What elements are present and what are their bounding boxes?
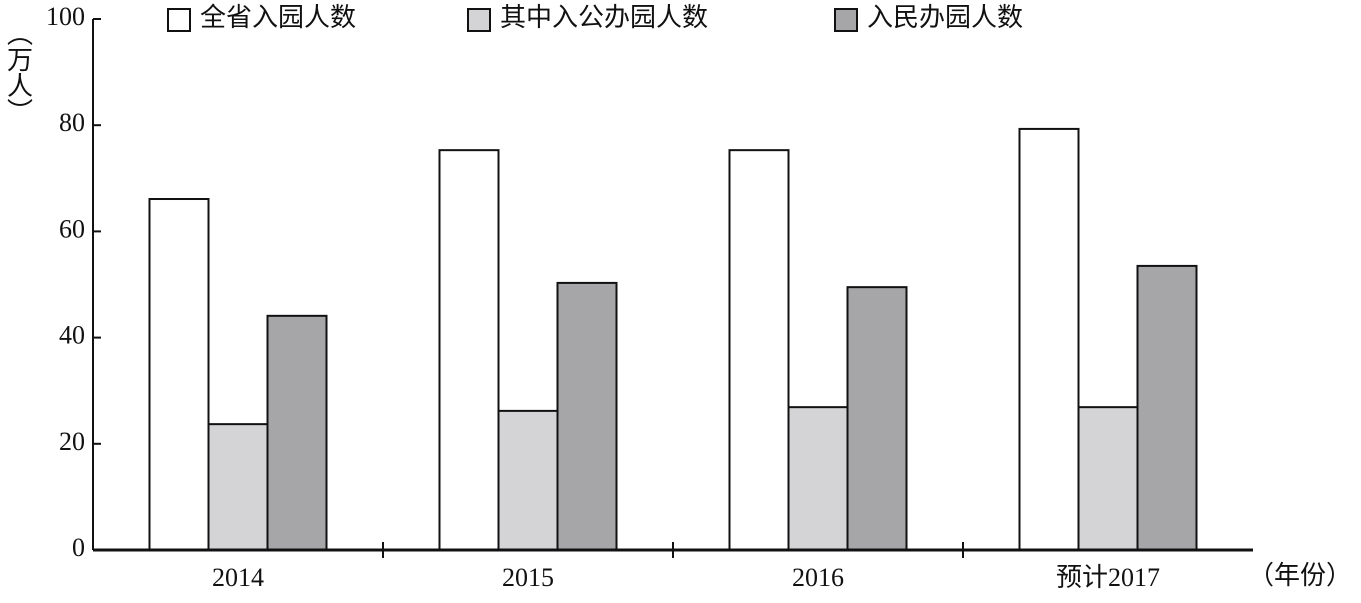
bar	[497, 409, 559, 551]
x-tick-label: 2015	[502, 563, 554, 592]
y-tick-label: 20	[59, 427, 85, 456]
x-tick-label: 预计2017	[1056, 563, 1160, 592]
x-tick-label: 2014	[212, 563, 264, 592]
legend-swatch	[467, 8, 491, 32]
y-axis-label: （万人）	[4, 20, 33, 124]
bar	[846, 286, 908, 551]
bar	[728, 149, 790, 551]
legend-swatch	[834, 8, 858, 32]
bar	[1018, 127, 1080, 552]
bar	[1136, 264, 1198, 551]
legend-swatch	[167, 8, 191, 32]
y-tick-label: 40	[59, 321, 85, 350]
y-tick-label: 80	[59, 108, 85, 137]
bar	[438, 149, 500, 551]
y-tick-label: 100	[46, 2, 85, 31]
y-tick-label: 60	[59, 214, 85, 243]
bar	[556, 281, 618, 551]
bar	[266, 314, 328, 552]
legend-label: 其中入公办园人数	[500, 3, 708, 32]
legend-label: 入民办园人数	[867, 3, 1023, 32]
y-tick-label: 0	[72, 533, 85, 562]
x-tick-label: 2016	[792, 563, 844, 592]
x-axis-label: （年份）	[1248, 561, 1352, 590]
bar	[207, 423, 269, 552]
bar	[1077, 406, 1139, 552]
bar	[148, 198, 210, 551]
bar	[787, 406, 849, 552]
legend-label: 全省入园人数	[200, 3, 356, 32]
